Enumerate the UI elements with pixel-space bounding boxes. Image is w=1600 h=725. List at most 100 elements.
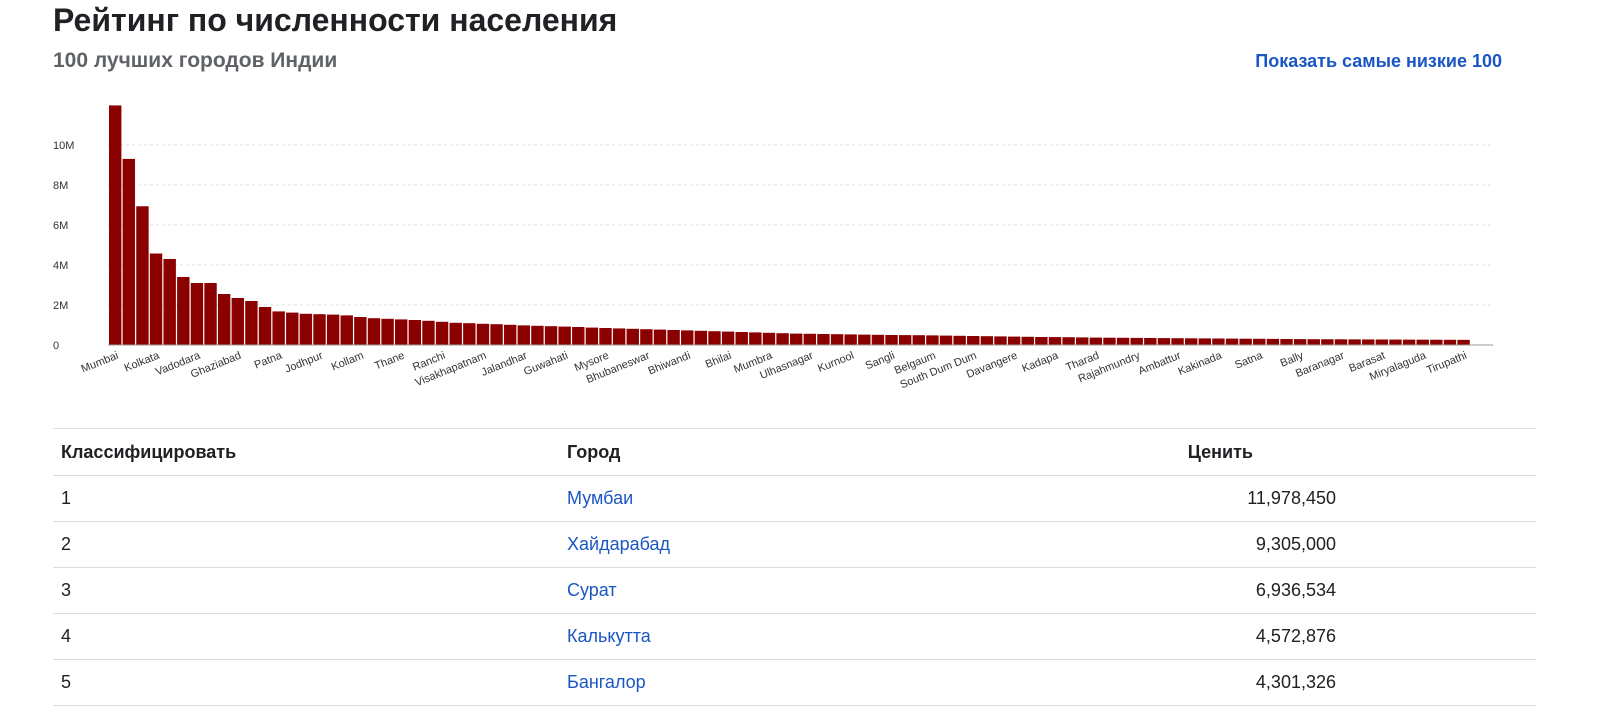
population-bar[interactable]: [395, 319, 408, 345]
population-bar[interactable]: [163, 258, 176, 345]
column-header-city[interactable]: Город: [559, 428, 987, 476]
population-bar[interactable]: [1007, 336, 1021, 345]
population-bar[interactable]: [1089, 337, 1103, 345]
population-bar[interactable]: [844, 334, 857, 345]
population-bar[interactable]: [1062, 337, 1075, 345]
population-bar[interactable]: [408, 320, 422, 345]
population-bar[interactable]: [258, 307, 272, 345]
population-bar[interactable]: [830, 334, 844, 345]
population-bar[interactable]: [422, 320, 435, 345]
population-bar[interactable]: [1171, 338, 1184, 345]
population-bar[interactable]: [1116, 337, 1130, 345]
population-bar[interactable]: [858, 334, 871, 345]
population-bar[interactable]: [381, 318, 394, 345]
population-bar[interactable]: [585, 327, 599, 345]
population-bar[interactable]: [1266, 338, 1280, 345]
population-bar[interactable]: [817, 334, 830, 345]
population-bar[interactable]: [204, 283, 217, 345]
population-bar[interactable]: [463, 323, 476, 345]
population-bar[interactable]: [1402, 339, 1416, 345]
population-bar[interactable]: [980, 336, 994, 345]
population-bar[interactable]: [149, 253, 163, 345]
column-header-value[interactable]: Ценить: [987, 428, 1536, 476]
column-header-rank[interactable]: Классифицировать: [53, 428, 559, 476]
population-bar[interactable]: [1130, 337, 1143, 345]
show-lowest-100-link[interactable]: Показать самые низкие 100: [1255, 51, 1502, 71]
population-bar[interactable]: [313, 314, 326, 345]
population-bar[interactable]: [558, 326, 571, 345]
population-bar[interactable]: [1048, 337, 1062, 345]
population-bar[interactable]: [1076, 337, 1089, 345]
population-bar[interactable]: [367, 318, 381, 345]
population-bar[interactable]: [735, 332, 748, 345]
population-bar[interactable]: [1239, 338, 1252, 345]
population-bar[interactable]: [776, 333, 789, 345]
population-bar[interactable]: [708, 331, 721, 345]
population-bar[interactable]: [136, 206, 149, 345]
city-link[interactable]: Хайдарабад: [567, 534, 671, 554]
population-bar[interactable]: [749, 332, 762, 345]
population-bar[interactable]: [109, 105, 122, 345]
population-bar[interactable]: [1225, 338, 1239, 345]
population-bar[interactable]: [994, 336, 1007, 345]
population-bar[interactable]: [245, 301, 258, 345]
population-bar[interactable]: [898, 335, 912, 345]
population-bar[interactable]: [1293, 339, 1307, 345]
population-bar[interactable]: [531, 325, 544, 345]
population-bar[interactable]: [1021, 336, 1034, 345]
population-bar[interactable]: [694, 330, 708, 345]
population-bar[interactable]: [1375, 339, 1389, 346]
population-bar[interactable]: [885, 335, 898, 345]
population-bar[interactable]: [721, 331, 735, 345]
population-bar[interactable]: [326, 314, 340, 345]
population-bar[interactable]: [1212, 338, 1225, 346]
population-bar[interactable]: [490, 324, 503, 345]
population-bar[interactable]: [667, 330, 680, 345]
population-bar[interactable]: [1280, 339, 1293, 345]
population-bar[interactable]: [449, 322, 462, 345]
population-bar[interactable]: [190, 283, 204, 345]
population-bar[interactable]: [1334, 339, 1348, 345]
population-bar[interactable]: [912, 335, 925, 345]
population-bar[interactable]: [967, 336, 980, 345]
population-bar[interactable]: [299, 313, 313, 345]
population-bar[interactable]: [1184, 338, 1198, 345]
population-bar[interactable]: [612, 328, 626, 345]
population-bar[interactable]: [871, 334, 885, 345]
population-bar[interactable]: [354, 317, 367, 345]
population-bar[interactable]: [626, 328, 639, 345]
population-bar[interactable]: [1253, 338, 1266, 345]
population-bar[interactable]: [1157, 338, 1171, 345]
population-bar[interactable]: [340, 315, 353, 345]
population-bar[interactable]: [1348, 339, 1361, 345]
population-bar[interactable]: [1443, 339, 1457, 345]
population-bar[interactable]: [272, 311, 285, 345]
population-bar[interactable]: [762, 332, 776, 345]
population-bar[interactable]: [1416, 339, 1429, 345]
population-bar[interactable]: [286, 312, 299, 345]
population-bar[interactable]: [122, 158, 136, 345]
population-bar[interactable]: [1103, 337, 1116, 345]
population-bar[interactable]: [939, 335, 953, 345]
population-bar[interactable]: [790, 333, 803, 345]
population-bar[interactable]: [1362, 339, 1375, 345]
population-bar[interactable]: [1144, 338, 1157, 345]
population-bar[interactable]: [476, 323, 490, 345]
population-bar[interactable]: [640, 329, 653, 345]
population-bar[interactable]: [1198, 338, 1211, 345]
population-bar[interactable]: [1389, 339, 1402, 345]
city-link[interactable]: Мумбаи: [567, 488, 634, 508]
population-bar[interactable]: [1035, 337, 1048, 345]
population-bar[interactable]: [544, 326, 558, 345]
population-bar[interactable]: [653, 329, 667, 345]
population-bar[interactable]: [517, 325, 530, 345]
population-bar[interactable]: [177, 277, 190, 345]
population-bar[interactable]: [926, 335, 939, 345]
population-bar[interactable]: [803, 333, 817, 345]
population-bar[interactable]: [953, 335, 966, 345]
population-bar[interactable]: [231, 298, 244, 345]
population-bar[interactable]: [599, 328, 612, 345]
population-bar[interactable]: [503, 324, 517, 345]
population-bar[interactable]: [217, 294, 231, 345]
city-link[interactable]: Сурат: [567, 580, 617, 600]
